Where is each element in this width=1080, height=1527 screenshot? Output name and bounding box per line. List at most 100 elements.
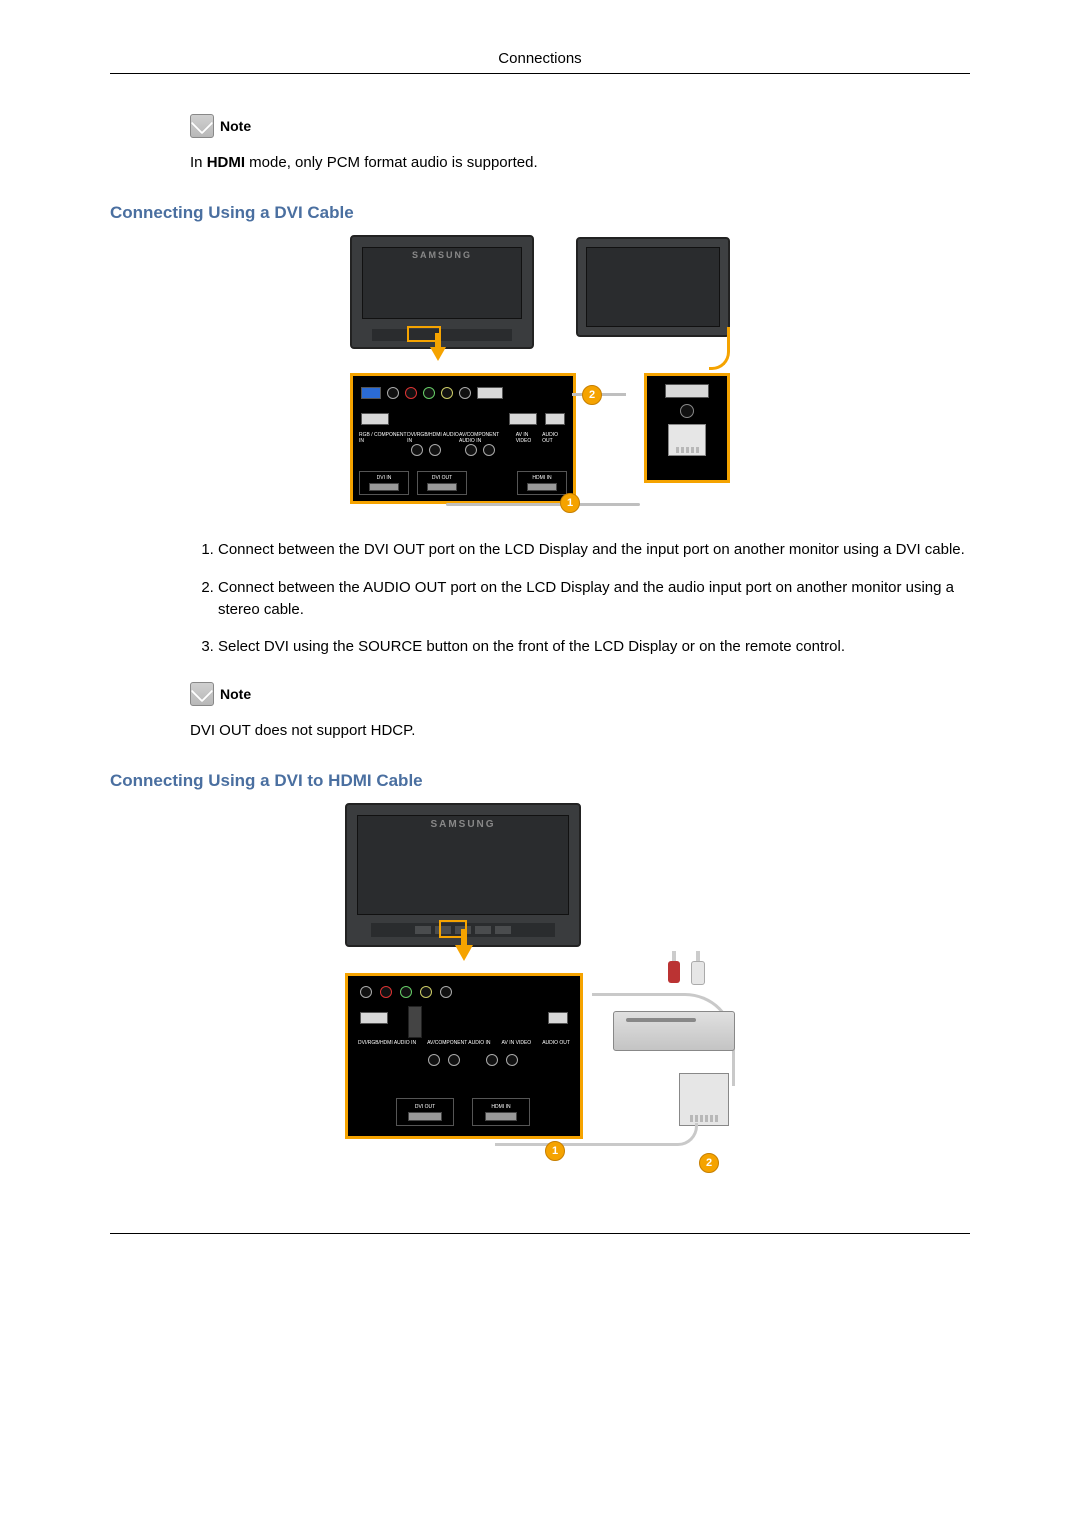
note-label: Note <box>220 118 251 134</box>
panel-row-mid <box>360 1012 568 1024</box>
panel-row-mid <box>361 410 565 428</box>
audio-plugs <box>667 951 705 987</box>
jack-icon <box>459 387 471 399</box>
label-hdmi-in: HDMI IN <box>532 475 551 481</box>
slot-icon <box>427 483 457 491</box>
diagram-dvi-wrap: SAMSUNG <box>110 235 970 515</box>
monitor-brand: SAMSUNG <box>352 250 532 260</box>
diagram-dvi-hdmi: SAMSUNG <box>345 803 735 1183</box>
jack-green-icon <box>423 387 435 399</box>
jack-icon <box>429 444 441 456</box>
label-dvi-rgb-hdmi: DVI/RGB/HDMI AUDIO IN <box>358 1040 416 1046</box>
step-item: Connect between the AUDIO OUT port on th… <box>218 577 970 621</box>
connector-teeth <box>676 447 699 453</box>
page: Connections Note In HDMI mode, only PCM … <box>0 0 1080 1302</box>
note-icon <box>190 114 214 138</box>
monitor-bottom-strip <box>372 329 512 341</box>
diagram-dvi: SAMSUNG <box>350 235 730 515</box>
note-text-1: In HDMI mode, only PCM format audio is s… <box>190 152 970 173</box>
jack-red-icon <box>380 986 392 998</box>
port-box-dvi-out: DVI OUT <box>396 1098 454 1126</box>
monitor-screen <box>357 815 569 915</box>
arrow-down-icon <box>455 945 473 961</box>
diagram-dvi-hdmi-wrap: SAMSUNG <box>110 803 970 1183</box>
panel-back: DVI/RGB/HDMI AUDIO IN AV/COMPONENT AUDIO… <box>345 973 583 1139</box>
port-vga <box>361 387 381 399</box>
jack-icon <box>486 1054 498 1066</box>
port-dvi-icon <box>361 413 389 425</box>
footer-rule <box>110 1233 970 1234</box>
panel-back: RGB / COMPONENT IN DVI/RGB/HDMI AUDIO IN… <box>350 373 576 504</box>
jack-icon <box>411 444 423 456</box>
port-small-icon <box>548 1012 568 1024</box>
jack-icon <box>465 444 477 456</box>
panel-labels: DVI/RGB/HDMI AUDIO IN AV/COMPONENT AUDIO… <box>358 1040 570 1046</box>
port-dvi-icon <box>509 413 537 425</box>
step-item: Select DVI using the SOURCE button on th… <box>218 636 970 658</box>
label-av-in: AV IN VIDEO <box>502 1040 532 1046</box>
step-item: Connect between the DVI OUT port on the … <box>218 539 970 561</box>
jack-icon <box>387 387 399 399</box>
rca-red-plug-icon <box>667 951 681 987</box>
jack-icon <box>483 444 495 456</box>
port-box-hdmi-in: HDMI IN <box>472 1098 530 1126</box>
label-audio-out: AUDIO OUT <box>542 1040 570 1046</box>
note-label: Note <box>220 686 251 702</box>
note1-post: mode, only PCM format audio is supported… <box>245 154 538 171</box>
dvi-connector-icon <box>679 1073 729 1126</box>
hdmi-plug-icon <box>408 1006 422 1038</box>
second-monitor-screen <box>586 247 720 327</box>
label-dvi-out: DVI OUT <box>415 1104 435 1110</box>
dvi-connector-icon <box>668 424 706 456</box>
panel-row-top <box>361 384 565 402</box>
jack-icon <box>440 986 452 998</box>
port-box-dvi-in: DVI IN <box>359 471 409 495</box>
panel-audio-row <box>428 1054 518 1066</box>
jack-icon <box>360 986 372 998</box>
label-dvi-in: DVI IN <box>377 475 392 481</box>
slot-icon <box>408 1112 442 1121</box>
jack-yellow-icon <box>420 986 432 998</box>
section-heading-dvi: Connecting Using a DVI Cable <box>110 203 970 223</box>
jack-green-icon <box>400 986 412 998</box>
diagram-badge-2: 2 <box>699 1153 719 1173</box>
panel-jacks <box>360 986 452 998</box>
note-row: Note <box>190 682 970 706</box>
label-rgb: RGB / COMPONENT IN <box>359 432 407 444</box>
cable-dvi-line <box>495 1123 698 1146</box>
second-monitor <box>576 237 730 337</box>
page-header: Connections <box>110 50 970 74</box>
jack-icon <box>448 1054 460 1066</box>
panel-labels: RGB / COMPONENT IN DVI/RGB/HDMI AUDIO IN… <box>359 432 567 444</box>
monitor-front: SAMSUNG <box>345 803 581 947</box>
label-av-comp-audio: AV/COMPONENT AUDIO IN <box>427 1040 490 1046</box>
jack-yellow-icon <box>441 387 453 399</box>
diagram-badge-1: 1 <box>560 493 580 513</box>
note-row: Note <box>190 114 970 138</box>
panel-audio-row <box>411 444 495 456</box>
slot-icon <box>369 483 399 491</box>
slot-icon <box>527 483 557 491</box>
arrow-down-icon <box>430 347 446 361</box>
section-heading-dvi-hdmi: Connecting Using a DVI to HDMI Cable <box>110 771 970 791</box>
cable-line <box>446 503 640 506</box>
port-hdmi-icon <box>477 387 503 399</box>
jack-icon <box>428 1054 440 1066</box>
port-dvi-icon <box>360 1012 388 1024</box>
note-text-2: DVI OUT does not support HDCP. <box>190 720 970 741</box>
label-av-in: AV IN VIDEO <box>516 432 542 444</box>
label-dvi-out: DVI OUT <box>432 475 452 481</box>
monitor-front: SAMSUNG <box>350 235 534 349</box>
port-small-icon <box>545 413 565 425</box>
note-icon <box>190 682 214 706</box>
jack-red-icon <box>405 387 417 399</box>
jack-icon <box>506 1054 518 1066</box>
diagram-badge-1: 1 <box>545 1141 565 1161</box>
label-hdmi-in: HDMI IN <box>491 1104 510 1110</box>
note1-pre: In <box>190 154 207 171</box>
curved-arrow-icon <box>709 327 730 370</box>
note1-bold: HDMI <box>207 154 245 171</box>
dvd-player <box>613 1011 735 1051</box>
jack-icon <box>680 404 694 418</box>
port-box-dvi-out: DVI OUT <box>417 471 467 495</box>
